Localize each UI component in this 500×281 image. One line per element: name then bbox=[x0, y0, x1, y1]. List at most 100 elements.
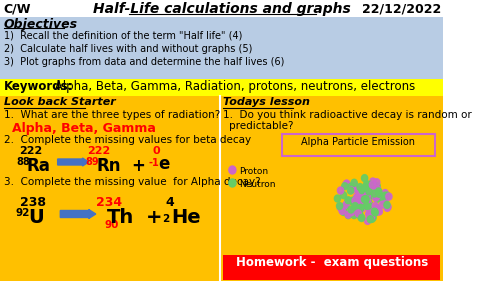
Text: 3.  Complete the missing value  for Alpha decay?: 3. Complete the missing value for Alpha … bbox=[4, 177, 260, 187]
Text: 90: 90 bbox=[104, 220, 119, 230]
Text: 92: 92 bbox=[16, 208, 30, 218]
Circle shape bbox=[360, 194, 366, 201]
Circle shape bbox=[342, 203, 347, 210]
FancyArrow shape bbox=[58, 158, 88, 166]
FancyBboxPatch shape bbox=[0, 96, 220, 281]
Circle shape bbox=[370, 209, 377, 216]
Circle shape bbox=[364, 201, 370, 208]
Text: 89: 89 bbox=[85, 157, 99, 167]
Circle shape bbox=[360, 197, 366, 204]
Circle shape bbox=[366, 202, 372, 209]
Circle shape bbox=[351, 205, 357, 212]
Circle shape bbox=[365, 193, 372, 200]
Text: Alpha, Beta, Gamma, Radiation, protons, neutrons, electrons: Alpha, Beta, Gamma, Radiation, protons, … bbox=[52, 80, 416, 93]
Circle shape bbox=[348, 206, 354, 213]
Circle shape bbox=[366, 200, 372, 207]
Circle shape bbox=[384, 204, 390, 211]
Text: 222: 222 bbox=[87, 146, 110, 156]
Text: Objectives: Objectives bbox=[4, 18, 78, 31]
Circle shape bbox=[382, 192, 388, 199]
Circle shape bbox=[374, 179, 380, 186]
Text: 2: 2 bbox=[162, 214, 170, 224]
Circle shape bbox=[356, 192, 362, 199]
Circle shape bbox=[229, 179, 236, 187]
Text: 0: 0 bbox=[152, 146, 160, 156]
Text: 22/12/2022: 22/12/2022 bbox=[362, 2, 441, 15]
Text: Neutron: Neutron bbox=[240, 180, 276, 189]
Circle shape bbox=[229, 166, 236, 174]
Circle shape bbox=[355, 210, 361, 217]
Circle shape bbox=[364, 197, 370, 204]
Circle shape bbox=[372, 208, 378, 215]
Text: -1: -1 bbox=[148, 158, 159, 168]
Circle shape bbox=[374, 208, 381, 215]
Circle shape bbox=[356, 198, 362, 205]
Text: U: U bbox=[28, 208, 44, 227]
FancyBboxPatch shape bbox=[220, 96, 444, 281]
Circle shape bbox=[354, 194, 360, 201]
Text: 1.  Do you think radioactive decay is random or: 1. Do you think radioactive decay is ran… bbox=[224, 110, 472, 120]
Circle shape bbox=[355, 186, 362, 193]
Circle shape bbox=[357, 199, 364, 205]
Circle shape bbox=[372, 194, 379, 201]
Circle shape bbox=[358, 214, 364, 221]
Circle shape bbox=[338, 187, 344, 194]
Circle shape bbox=[374, 195, 380, 202]
Circle shape bbox=[358, 198, 364, 205]
Circle shape bbox=[385, 203, 391, 210]
Circle shape bbox=[364, 181, 370, 188]
Text: Keywords:: Keywords: bbox=[4, 80, 73, 93]
Circle shape bbox=[362, 175, 368, 182]
Text: He: He bbox=[171, 208, 201, 227]
Circle shape bbox=[359, 205, 366, 212]
FancyBboxPatch shape bbox=[282, 134, 434, 156]
Circle shape bbox=[364, 202, 370, 209]
Circle shape bbox=[360, 196, 366, 203]
Circle shape bbox=[360, 197, 366, 204]
Circle shape bbox=[340, 192, 346, 199]
Circle shape bbox=[354, 186, 360, 193]
Circle shape bbox=[351, 212, 357, 219]
Circle shape bbox=[345, 197, 352, 204]
Circle shape bbox=[356, 211, 363, 218]
Circle shape bbox=[384, 201, 390, 209]
Circle shape bbox=[336, 203, 342, 210]
Text: 2)  Calculate half lives with and without graphs (5): 2) Calculate half lives with and without… bbox=[4, 44, 252, 54]
Circle shape bbox=[367, 216, 374, 223]
Text: Alpha, Beta, Gamma: Alpha, Beta, Gamma bbox=[12, 122, 156, 135]
Text: 1)  Recall the definition of the term "Half life" (4): 1) Recall the definition of the term "Ha… bbox=[4, 31, 242, 41]
Circle shape bbox=[358, 194, 365, 201]
Circle shape bbox=[365, 202, 372, 209]
Circle shape bbox=[360, 196, 366, 203]
Circle shape bbox=[358, 204, 364, 211]
Circle shape bbox=[361, 195, 367, 202]
Circle shape bbox=[357, 205, 363, 212]
Circle shape bbox=[364, 183, 370, 190]
Circle shape bbox=[360, 194, 367, 201]
Circle shape bbox=[368, 214, 374, 221]
Circle shape bbox=[348, 183, 354, 190]
Circle shape bbox=[345, 211, 351, 218]
Circle shape bbox=[378, 194, 384, 201]
Circle shape bbox=[352, 182, 358, 189]
Circle shape bbox=[370, 214, 376, 221]
Text: 3)  Plot graphs from data and determine the half lives (6): 3) Plot graphs from data and determine t… bbox=[4, 57, 284, 67]
Circle shape bbox=[364, 195, 370, 202]
Text: 222: 222 bbox=[20, 146, 43, 156]
Circle shape bbox=[342, 181, 349, 188]
Text: Half-Life calculations and graphs: Half-Life calculations and graphs bbox=[93, 2, 350, 16]
Circle shape bbox=[361, 196, 368, 203]
Circle shape bbox=[374, 183, 380, 189]
Circle shape bbox=[357, 183, 363, 191]
Circle shape bbox=[343, 201, 349, 208]
Text: 4: 4 bbox=[165, 196, 173, 209]
FancyBboxPatch shape bbox=[0, 79, 444, 96]
Circle shape bbox=[350, 197, 356, 204]
Circle shape bbox=[376, 193, 382, 200]
Circle shape bbox=[368, 192, 375, 199]
Text: 238: 238 bbox=[20, 196, 46, 209]
Circle shape bbox=[370, 178, 376, 185]
Circle shape bbox=[360, 185, 366, 192]
Circle shape bbox=[370, 188, 376, 195]
Text: Proton: Proton bbox=[240, 167, 268, 176]
